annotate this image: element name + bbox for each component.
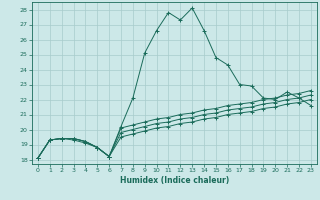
X-axis label: Humidex (Indice chaleur): Humidex (Indice chaleur): [120, 176, 229, 185]
